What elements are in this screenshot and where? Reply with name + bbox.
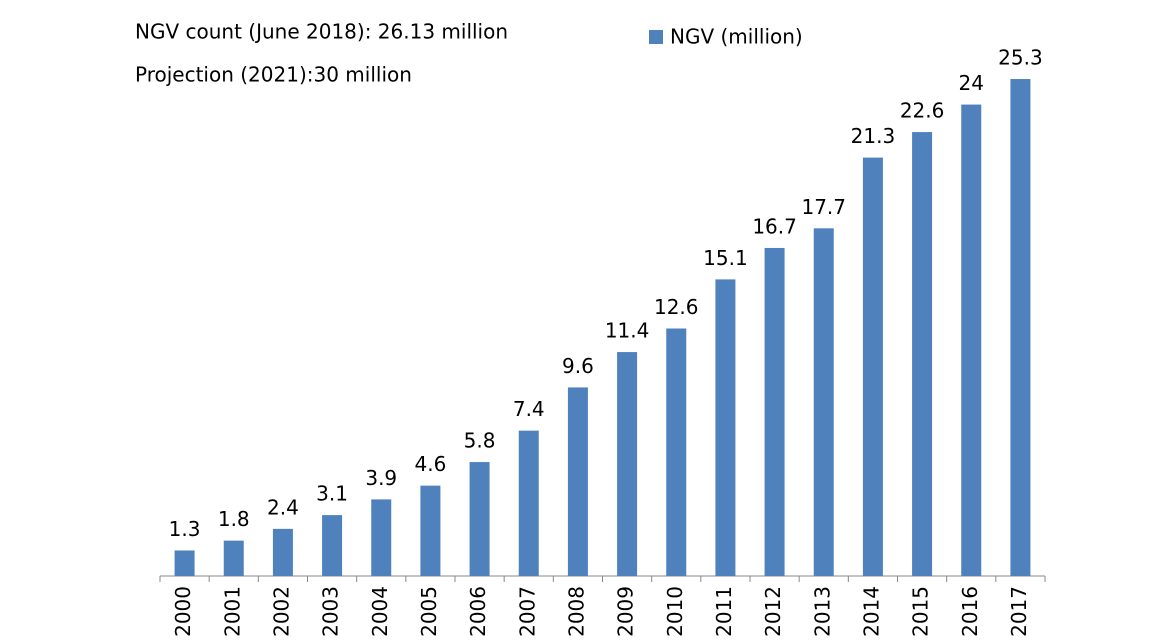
value-label: 11.4 xyxy=(605,319,650,343)
bar xyxy=(764,247,785,576)
x-tick-label: 2004 xyxy=(368,586,392,637)
legend-label: NGV (million) xyxy=(670,25,803,49)
value-label: 9.6 xyxy=(562,354,594,378)
x-tick-label: 2007 xyxy=(515,586,539,637)
value-label: 24 xyxy=(959,71,984,95)
value-label: 21.3 xyxy=(851,124,896,148)
x-tick-label: 2000 xyxy=(171,586,195,637)
value-label: 17.7 xyxy=(801,195,846,219)
x-tick-label: 2006 xyxy=(466,586,490,637)
value-label: 22.6 xyxy=(900,99,945,123)
x-tick-label: 2003 xyxy=(319,586,343,637)
x-tick-label: 2009 xyxy=(614,586,638,637)
value-label: 1.3 xyxy=(169,517,201,541)
x-tick-label: 2015 xyxy=(909,586,933,637)
annotation: Projection (2021):30 million xyxy=(135,63,412,87)
value-label: 2.4 xyxy=(267,495,299,519)
value-label: 1.8 xyxy=(218,507,250,531)
annotation: NGV count (June 2018): 26.13 million xyxy=(135,20,508,44)
value-label: 3.1 xyxy=(316,482,348,506)
value-label: 15.1 xyxy=(703,246,748,270)
x-tick-label: 2008 xyxy=(564,586,588,637)
bar xyxy=(912,132,933,577)
x-tick-label: 2013 xyxy=(810,586,834,637)
value-label: 25.3 xyxy=(998,46,1043,70)
bar xyxy=(174,550,195,576)
bar xyxy=(666,328,687,576)
value-label: 12.6 xyxy=(654,295,699,319)
x-tick-label: 2016 xyxy=(958,586,982,637)
bar xyxy=(272,528,293,576)
bar xyxy=(961,104,982,577)
bar xyxy=(518,430,539,576)
x-tick-label: 2001 xyxy=(220,586,244,637)
bar xyxy=(813,228,834,577)
x-tick-label: 2010 xyxy=(663,586,687,637)
bar xyxy=(1010,79,1031,577)
x-tick-label: 2017 xyxy=(1007,586,1031,637)
x-tick-label: 2002 xyxy=(269,586,293,637)
value-label: 16.7 xyxy=(752,214,797,238)
value-label: 7.4 xyxy=(513,397,545,421)
x-tick-label: 2011 xyxy=(712,586,736,637)
value-label: 5.8 xyxy=(464,429,496,453)
bar xyxy=(567,387,588,576)
legend-swatch xyxy=(649,30,663,44)
bar xyxy=(420,485,441,576)
bar xyxy=(469,462,490,576)
value-label: 3.9 xyxy=(365,466,397,490)
value-label: 4.6 xyxy=(415,452,447,476)
x-tick-label: 2014 xyxy=(859,586,883,637)
x-tick-label: 2012 xyxy=(761,586,785,637)
bar xyxy=(223,540,244,576)
bar xyxy=(322,515,343,576)
bar xyxy=(862,157,883,576)
bar xyxy=(617,352,638,576)
bar xyxy=(371,499,392,576)
x-tick-label: 2005 xyxy=(417,586,441,637)
bar xyxy=(715,279,736,576)
